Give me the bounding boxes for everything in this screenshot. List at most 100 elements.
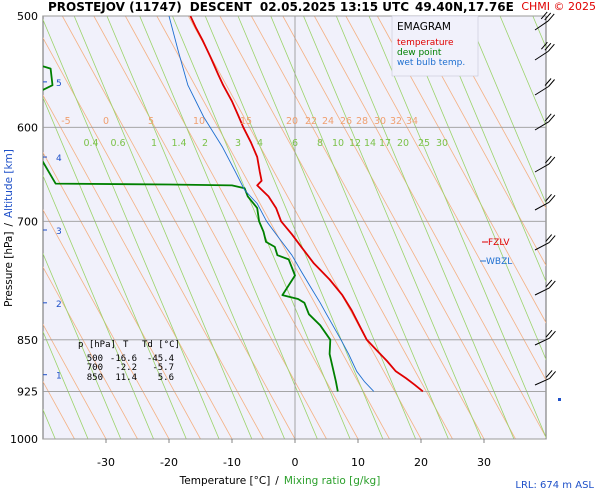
mixing-ratio-line [43, 96, 187, 439]
temperature-tick-label: -10 [223, 456, 241, 469]
isotherms-mixing-ratio-grid [43, 16, 546, 439]
altitude-tick-label: 1 [56, 372, 62, 382]
isotherm-label: 15 [240, 116, 252, 127]
mixing-ratio-label: 17 [379, 138, 391, 149]
mixing-ratio-label: 6 [292, 138, 298, 149]
mixing-ratio-label: 3 [235, 138, 241, 149]
y-axis-label: Pressure [hPa]/Altitude [km] [3, 149, 15, 307]
mixing-ratio-line [139, 16, 318, 439]
pressure-tick-label: 1000 [10, 433, 38, 446]
isotherm-line [43, 266, 138, 439]
mixing-ratio-label: 14 [364, 138, 376, 149]
isotherm-label: 34 [406, 116, 418, 127]
isotherm-line [187, 16, 422, 439]
wind-barb [534, 113, 556, 131]
isotherm-line [61, 16, 296, 439]
mixing-ratio-line [43, 174, 154, 439]
wind-barb [534, 279, 556, 296]
pressure-tick-label: 500 [17, 10, 38, 23]
mixing-ratio-label: 4 [257, 138, 263, 149]
mixing-ratio-line [368, 16, 546, 439]
table-header-td: Td [°C] [142, 340, 180, 350]
isotherm-label: 28 [356, 116, 368, 127]
legend-dew-point: dew point [397, 48, 442, 58]
isotherm-mixing-labels: -5 0 5 10 15 20 22 24 26 28 30 32 340.4 0.6 1 1.4 2 3 4 6 8 1… [61, 116, 448, 149]
mixing-ratio-line [204, 16, 384, 439]
isotherm-line [282, 16, 516, 439]
temperature-tick-label: -30 [97, 456, 115, 469]
temperature-tick-label: 30 [477, 456, 491, 469]
mixing-ratio-label: 1.4 [171, 138, 186, 149]
table-cell: 11.4 [115, 373, 137, 383]
temperature-line [189, 16, 424, 393]
mixing-ratio-label: 0.6 [110, 138, 125, 149]
table-header-t: T [123, 340, 129, 350]
fzlv-marker: FZLV [482, 238, 510, 248]
isotherm-line [313, 16, 546, 439]
credit-label: CHMI © 2025 [521, 0, 596, 13]
isotherm-line [376, 16, 546, 324]
dew-point-line [43, 65, 339, 392]
temperature-tick-label: 0 [292, 456, 299, 469]
isotherm-line [439, 16, 546, 209]
wind-barb [534, 329, 556, 346]
pressure-tick-label: 600 [17, 121, 38, 134]
mixing-ratio-line [43, 330, 89, 439]
legend-temperature: temperature [397, 38, 454, 48]
isotherm-line [43, 94, 233, 439]
wet-bulb-temp-line [168, 16, 375, 392]
isotherm-label: 22 [305, 116, 317, 127]
isotherm-line [43, 323, 107, 439]
mixing-ratio-line [466, 16, 546, 205]
mixing-ratio-label: 1 [151, 138, 157, 149]
svg-text:WBZL: WBZL [486, 257, 512, 267]
mixing-ratio-label: 12 [349, 138, 361, 149]
table-cell: 5.6 [158, 373, 174, 383]
lrl-label: LRL: 674 m ASL [515, 480, 594, 491]
isotherm-label: 0 [103, 116, 109, 127]
temperature-tick-label: 20 [414, 456, 428, 469]
pressure-tick-label: 700 [17, 215, 38, 228]
altitude-tick-label: 3 [56, 227, 62, 237]
wind-barb [534, 234, 556, 251]
isotherm-line [219, 16, 453, 439]
isotherm-line [43, 37, 264, 439]
isotherm-line [43, 209, 170, 439]
isotherm-line [408, 16, 546, 267]
mixing-ratio-line [434, 16, 546, 283]
wind-barb [534, 370, 556, 386]
temperature-tick-label: -20 [160, 456, 178, 469]
legend: EMAGRAM temperature dew point wet bulb t… [391, 15, 479, 77]
mixing-ratio-label: 8 [317, 138, 323, 149]
altitude-tick-label: 2 [56, 300, 62, 310]
mixing-ratio-label: 30 [436, 138, 448, 149]
table-cell: 500 [87, 354, 103, 364]
surface-marker [558, 398, 561, 401]
mixing-ratio-label: 10 [332, 138, 344, 149]
x-axis-label: Temperature [°C] / Mixing ratio [g/kg] [179, 475, 381, 487]
altitude-tick-label: 4 [56, 154, 62, 164]
legend-wet-bulb: wet bulb temp. [397, 58, 465, 68]
table-cell: -2.2 [115, 363, 137, 373]
isotherm-label: 32 [390, 116, 402, 127]
isotherm-line [124, 16, 359, 439]
altitude-tick-label: 5 [56, 79, 62, 89]
isotherm-label: 24 [322, 116, 334, 127]
mixing-ratio-label: 20 [397, 138, 409, 149]
mixing-ratio-label: 2 [202, 138, 208, 149]
isotherm-label: -5 [61, 116, 70, 127]
legend-title: EMAGRAM [397, 21, 451, 33]
sounding-profiles [43, 16, 424, 393]
wind-barbs [534, 11, 561, 401]
mixing-ratio-line [73, 16, 253, 439]
pressure-tick-label: 850 [17, 334, 38, 347]
pressure-tick-label: 925 [17, 385, 38, 398]
mixing-ratio-line [43, 252, 122, 439]
wbzl-marker: WBZL [480, 257, 512, 267]
table-header-p: p [hPa] [78, 340, 116, 350]
isotherm-line [43, 151, 201, 439]
mixing-ratio-line [270, 16, 449, 439]
isotherm-label: 5 [148, 116, 154, 127]
